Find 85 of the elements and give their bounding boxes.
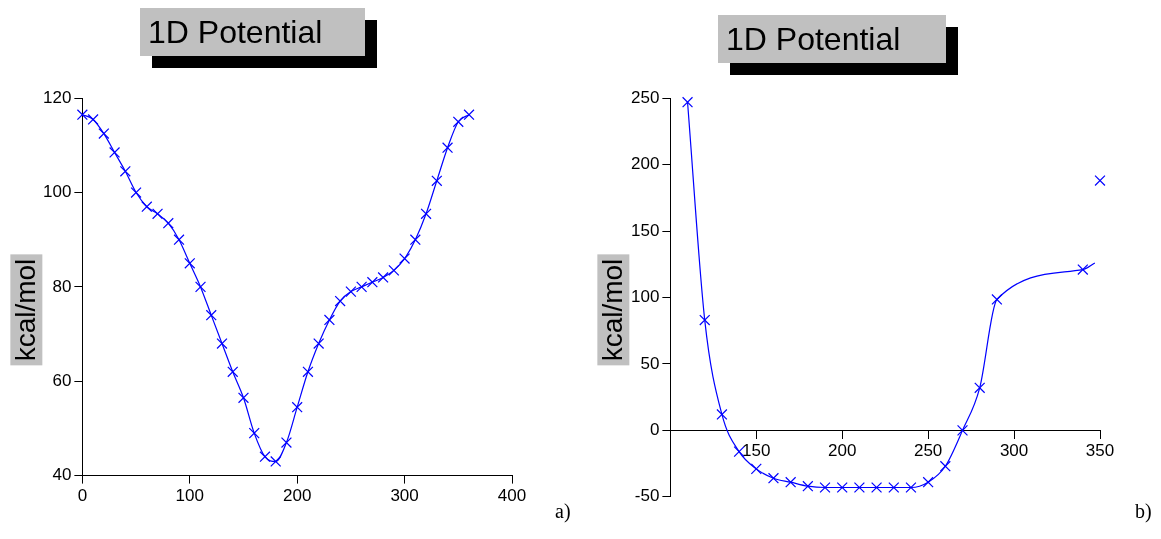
point: [205, 309, 217, 321]
chart-title: 1D Potential: [140, 8, 365, 56]
y-tick-label: 80: [52, 276, 72, 296]
point: [431, 175, 443, 187]
point: [991, 293, 1003, 306]
point: [452, 116, 464, 128]
y-tick-label: 0: [649, 420, 660, 440]
point: [141, 201, 153, 213]
point: [699, 314, 711, 326]
point: [323, 314, 335, 326]
point: [248, 427, 260, 439]
y-tick-label: 150: [630, 220, 660, 240]
point: [194, 281, 207, 293]
point: [227, 366, 239, 378]
point: [682, 96, 694, 108]
point: [184, 257, 196, 269]
y-tick-label: 100: [630, 287, 660, 307]
point: [819, 481, 831, 494]
point: [888, 481, 900, 494]
x-tick-label: 100: [175, 486, 204, 506]
point: [334, 295, 346, 307]
point: [130, 187, 142, 199]
point: [785, 476, 797, 488]
y-tick-label: 50: [640, 353, 660, 373]
point: [1077, 264, 1089, 276]
x-tick-label: 400: [497, 486, 527, 506]
point: [836, 481, 848, 494]
point: [356, 281, 368, 293]
point: [98, 128, 110, 140]
point: [345, 286, 357, 298]
point: [939, 460, 951, 472]
point: [119, 165, 131, 177]
point: [409, 234, 421, 246]
chart-title: 1D Potential: [718, 15, 946, 63]
y-axis-title: kcal/mol: [10, 254, 43, 366]
point: [377, 271, 389, 284]
x-tick-label: 350: [1085, 441, 1115, 461]
y-tick-label: 120: [42, 87, 72, 107]
point: [767, 472, 780, 484]
point: [302, 366, 314, 378]
point: [399, 253, 411, 265]
y-tick-label: 250: [630, 87, 660, 107]
y-tick-label: 60: [52, 370, 72, 390]
x-tick-label: 250: [913, 441, 943, 461]
point: [956, 424, 969, 436]
point: [162, 217, 174, 229]
point: [366, 276, 378, 288]
point: [280, 437, 292, 449]
point: [750, 463, 762, 475]
y-tick-label: 100: [42, 182, 72, 202]
point: [259, 451, 271, 463]
point: [463, 109, 475, 121]
point: [420, 208, 432, 220]
point: [87, 113, 99, 125]
text: a): [555, 500, 571, 523]
x-tick-label: 150: [742, 441, 771, 461]
point: [76, 109, 88, 121]
point: [1094, 175, 1106, 187]
point: [974, 382, 986, 394]
x-tick-label: 200: [282, 486, 312, 506]
x-tick-label: 300: [390, 486, 419, 506]
point: [109, 146, 121, 158]
point: [270, 455, 282, 467]
x-tick-label: 0: [77, 486, 88, 506]
point: [905, 481, 917, 494]
point: [871, 481, 883, 494]
point: [716, 408, 728, 420]
point: [442, 142, 454, 154]
point: [216, 337, 228, 350]
point: [853, 481, 865, 494]
y-tick-label: 200: [630, 154, 660, 174]
point: [152, 208, 164, 220]
point: [388, 264, 400, 276]
y-axis-title: kcal/mol: [597, 254, 630, 366]
y-tick-label: 40: [52, 465, 72, 485]
point: [313, 337, 325, 350]
point: [173, 234, 185, 246]
y-tick-label: -50: [634, 486, 660, 506]
point: [922, 476, 934, 488]
point: [237, 392, 250, 404]
point: [802, 480, 814, 492]
x-tick-label: 300: [999, 441, 1029, 461]
text: b): [1135, 500, 1152, 523]
x-tick-label: 200: [828, 441, 857, 461]
point: [291, 401, 303, 413]
